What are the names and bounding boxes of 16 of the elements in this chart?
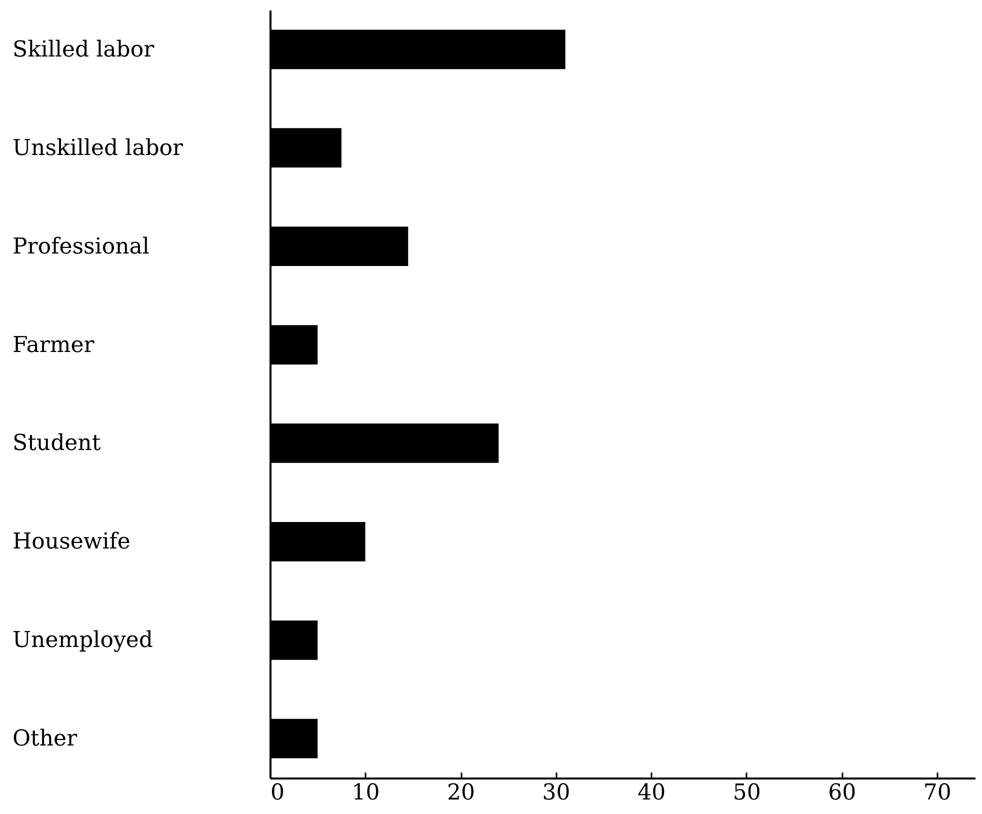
x-tick-label: 70 <box>923 780 952 806</box>
y-tick-label: Skilled labor <box>12 37 155 62</box>
y-tick-label: Student <box>12 431 101 456</box>
y-tick-label: Professional <box>12 234 150 260</box>
y-tick-label: Unemployed <box>12 628 153 654</box>
x-tick-label: 10 <box>352 780 380 806</box>
y-tick-label: Farmer <box>12 332 95 358</box>
x-tick-label: 40 <box>638 780 666 806</box>
x-tick-label: 20 <box>447 780 476 806</box>
y-tick-label: Unskilled labor <box>12 136 184 161</box>
x-tick-label: 60 <box>828 780 856 806</box>
y-tick-label: Other <box>12 726 78 752</box>
x-tick-label: 30 <box>542 780 570 806</box>
x-tick-label: 0 <box>270 780 284 806</box>
y-tick-label: Housewife <box>12 530 130 555</box>
x-tick-label: 50 <box>732 780 761 806</box>
